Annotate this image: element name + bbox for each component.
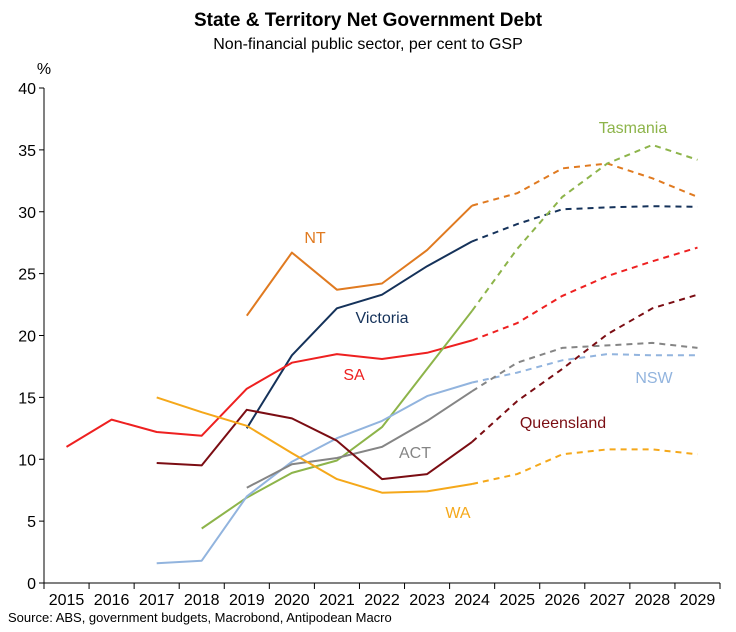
series-label-nsw: NSW	[635, 370, 673, 387]
x-tick-label: 2026	[544, 592, 580, 609]
series-line-nt-actual	[245, 204, 473, 317]
x-tick-label: 2024	[454, 592, 490, 609]
series-line-nsw-actual	[156, 381, 473, 565]
series-label-queensland: Queensland	[520, 415, 606, 432]
x-tick-label: 2017	[139, 592, 175, 609]
x-tick-label: 2023	[409, 592, 445, 609]
series-line-queensland-forecast	[471, 293, 698, 443]
chart-source: Source: ABS, government budgets, Macrobo…	[8, 610, 392, 625]
y-tick-label: 25	[18, 267, 36, 284]
x-tick-label: 2025	[499, 592, 535, 609]
series-line-sa-actual	[65, 339, 473, 448]
series-label-act: ACT	[399, 445, 431, 462]
x-tick-label: 2027	[590, 592, 626, 609]
y-tick-label: 30	[18, 205, 36, 222]
x-tick-label: 2015	[49, 592, 85, 609]
series-labels: NT Victoria SA Tasmania NSW ACT Queensland WA	[304, 120, 673, 522]
series-line-queensland-actual	[156, 408, 473, 481]
x-tick-label: 2022	[364, 592, 400, 609]
series-label-nt: NT	[304, 230, 326, 247]
x-tick-label: 2019	[229, 592, 265, 609]
y-tick-label: 40	[18, 81, 36, 98]
x-tick-label: 2021	[319, 592, 355, 609]
series-line-tasmania-forecast	[471, 143, 698, 312]
series-line-sa-forecast	[471, 246, 698, 342]
x-tick-label: 2028	[635, 592, 671, 609]
series-group	[65, 143, 698, 565]
series-label-victoria: Victoria	[355, 310, 408, 327]
series-line-nsw-forecast	[471, 353, 698, 384]
series-line-act-forecast	[471, 341, 698, 393]
chart-subtitle: Non-financial public sector, per cent to…	[213, 36, 523, 53]
y-tick-label: 10	[18, 452, 36, 469]
series-line-tasmania-actual	[201, 310, 473, 530]
x-tick-label: 2018	[184, 592, 220, 609]
y-tick-label: 15	[18, 390, 36, 407]
x-tick-label: 2029	[680, 592, 716, 609]
y-tick-label: 20	[18, 329, 36, 346]
series-line-victoria-forecast	[471, 205, 698, 243]
x-tick-label: 2016	[94, 592, 130, 609]
series-label-tasmania: Tasmania	[599, 120, 668, 137]
series-line-nt-forecast	[471, 162, 698, 207]
y-tick-label: 5	[27, 514, 36, 531]
series-label-sa: SA	[343, 367, 365, 384]
series-line-wa-forecast	[471, 448, 698, 485]
series-line-wa-actual	[156, 396, 473, 494]
series-label-wa: WA	[445, 505, 471, 522]
x-tick-label: 2020	[274, 592, 310, 609]
y-axis-unit-label: %	[37, 61, 51, 78]
chart-title: State & Territory Net Government Debt	[193, 10, 543, 31]
series-line-act-actual	[246, 390, 473, 489]
y-tick-label: 0	[27, 576, 36, 593]
y-tick-label: 35	[18, 143, 36, 160]
